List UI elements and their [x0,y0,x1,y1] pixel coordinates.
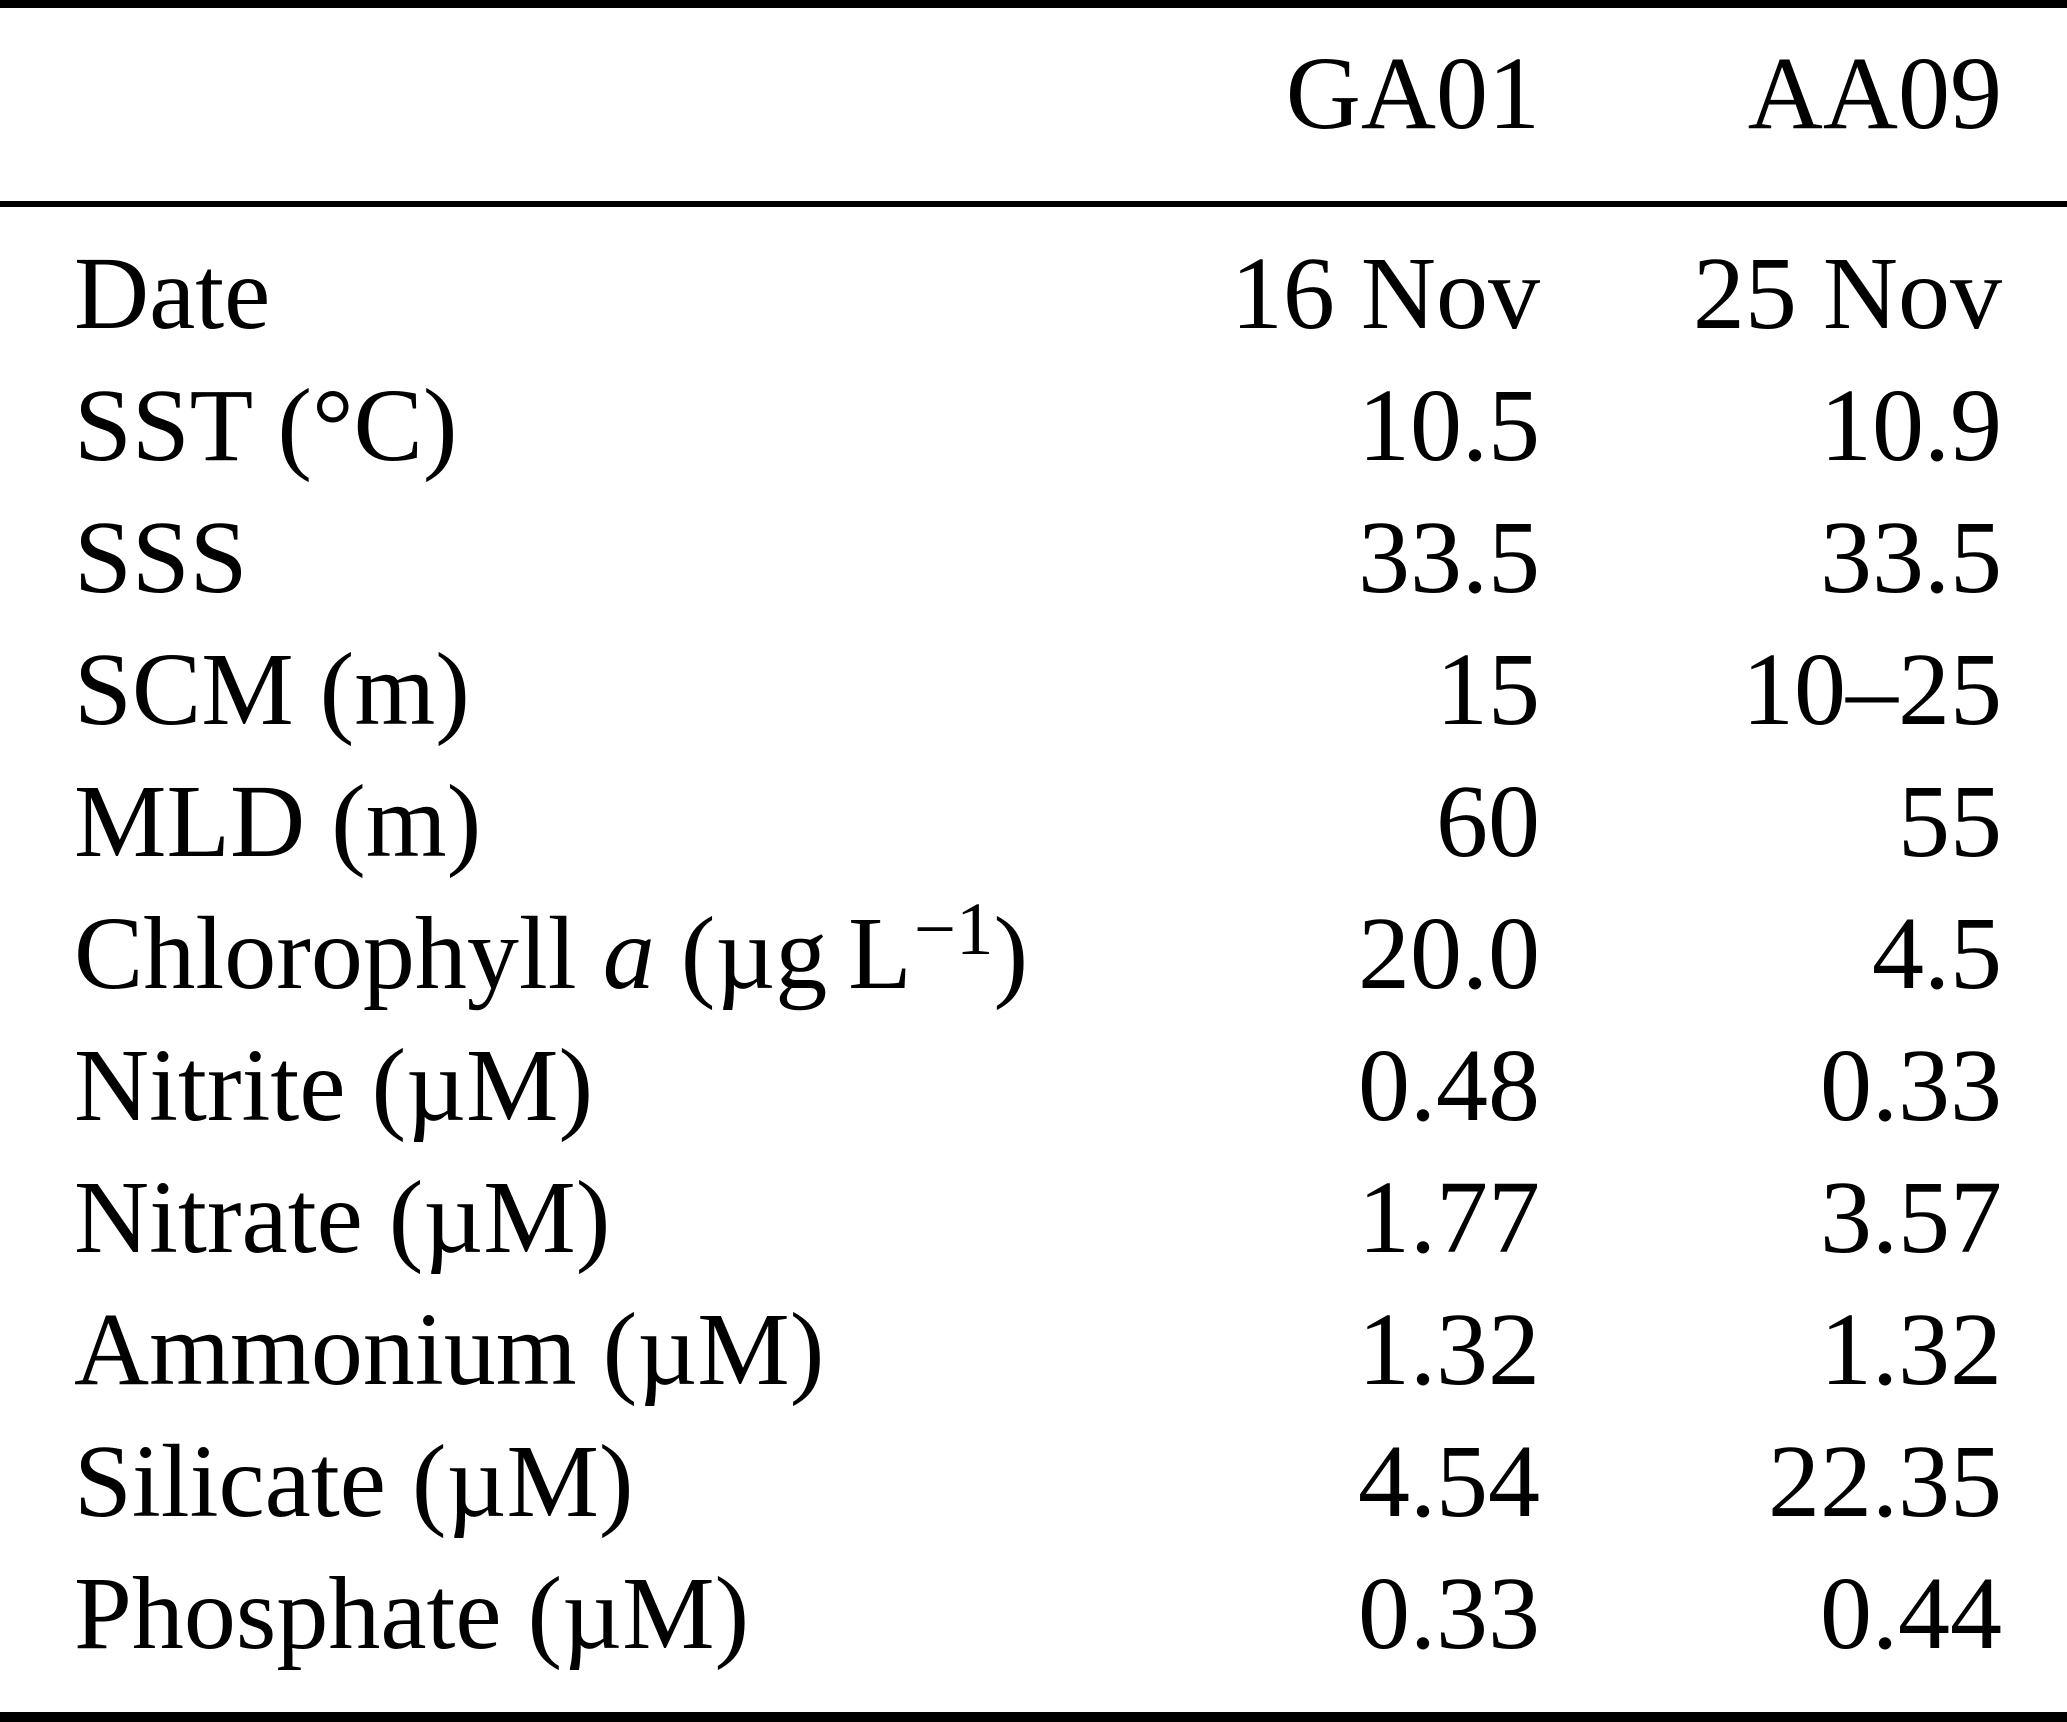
table-row-phosphate: Phosphate (µM) 0.33 0.44 [0,1548,2067,1680]
species-italic: a [602,896,655,1011]
column-header-aa09: AA09 [1747,36,2002,151]
value-aa09: 10.9 [1820,368,2002,483]
value-ga01: 20.0 [1358,896,1540,1011]
table-row-chlorophyll: Chlorophyll a (µg L−1) 20.0 4.5 [0,888,2067,1020]
value-ga01: 1.77 [1358,1160,1540,1275]
table-row-sss: SSS 33.5 33.5 [0,492,2067,624]
row-label: SSS [74,500,248,615]
unit-close-text: ) [993,896,1029,1011]
row-label: Nitrite (µM) [74,1028,594,1143]
table-top-rule [0,0,2067,8]
value-ga01: 0.48 [1358,1028,1540,1143]
table-row-mld: MLD (m) 60 55 [0,756,2067,888]
row-label: SST (°C) [74,368,458,483]
value-aa09: 22.35 [1768,1424,2002,1539]
label-text: Chlorophyll [74,896,603,1011]
table-header-row: GA01 AA09 [0,28,2067,160]
value-ga01: 1.32 [1358,1292,1540,1407]
value-aa09: 0.44 [1820,1556,2002,1671]
value-ga01: 16 Nov [1230,236,1540,351]
column-header-ga01: GA01 [1285,36,1540,151]
value-ga01: 10.5 [1358,368,1540,483]
value-ga01: 4.54 [1358,1424,1540,1539]
row-label: SCM (m) [74,632,470,747]
table-row-silicate: Silicate (µM) 4.54 22.35 [0,1416,2067,1548]
value-aa09: 1.32 [1820,1292,2002,1407]
table-mid-rule [0,201,2067,207]
table-row-nitrate: Nitrate (µM) 1.77 3.57 [0,1152,2067,1284]
value-aa09: 25 Nov [1692,236,2002,351]
value-aa09: 0.33 [1820,1028,2002,1143]
value-aa09: 55 [1898,764,2002,879]
table-row-scm: SCM (m) 15 10–25 [0,624,2067,756]
table-row-ammonium: Ammonium (µM) 1.32 1.32 [0,1284,2067,1416]
value-ga01: 60 [1436,764,1540,879]
row-label: Chlorophyll a (µg L−1) [74,888,1028,1020]
value-ga01: 0.33 [1358,1556,1540,1671]
row-label: Silicate (µM) [74,1424,634,1539]
value-ga01: 15 [1436,632,1540,747]
row-label: MLD (m) [74,764,482,879]
row-label: Nitrate (µM) [74,1160,611,1275]
unit-text: (µg L [654,896,912,1011]
row-label: Ammonium (µM) [74,1292,825,1407]
table-row-date: Date 16 Nov 25 Nov [0,228,2067,360]
value-aa09: 33.5 [1820,500,2002,615]
value-aa09: 10–25 [1742,632,2002,747]
value-aa09: 3.57 [1820,1160,2002,1275]
exponent-superscript: −1 [913,888,994,972]
table-bottom-rule [0,1712,2067,1722]
value-ga01: 33.5 [1358,500,1540,615]
table-row-sst: SST (°C) 10.5 10.9 [0,360,2067,492]
row-label: Phosphate (µM) [74,1556,750,1671]
table-row-nitrite: Nitrite (µM) 0.48 0.33 [0,1020,2067,1152]
value-aa09: 4.5 [1872,896,2002,1011]
row-label: Date [74,236,271,351]
